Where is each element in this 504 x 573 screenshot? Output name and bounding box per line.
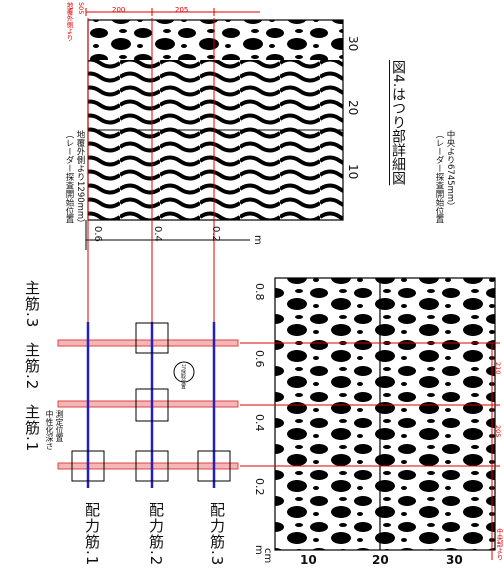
dist-bar-1-label: 配力筋.1 [83, 502, 101, 567]
top-dim-205: 205 [175, 6, 189, 14]
main-bar-2-label: 主筋.2 [23, 342, 41, 391]
note-bottom-line2: 中央より6745mm） [445, 130, 455, 211]
neutral-label-line1: 中性化深さ [45, 410, 54, 450]
top-dim-200: 200 [112, 6, 126, 14]
bottom-radar-image [274, 277, 496, 551]
core-sample-circle [173, 361, 195, 383]
bottom-xtick-08: 0.8 [253, 283, 266, 301]
dist-bar-2-label: 配力筋.2 [147, 502, 165, 567]
top-red-label: 地覆外側より [65, 2, 73, 41]
bottom-red-label: 中央部より [495, 528, 503, 561]
top-radar-image [87, 19, 344, 221]
core-sample-label: ｺｱ採取位置 [180, 364, 186, 390]
bottom-dim-210: 210 [494, 362, 502, 375]
top-y-unit: m [252, 235, 263, 245]
top-xtick-10: 10 [346, 164, 360, 180]
bottom-y-unit: cm [262, 548, 273, 564]
bottom-xtick-02: 0.2 [253, 478, 266, 496]
top-xtick-30: 30 [346, 36, 360, 52]
note-bottom-line1: （レーダー探査開始位置 [434, 130, 444, 224]
bottom-xtick-04: 0.4 [253, 414, 266, 432]
top-ytick-2: 0.2 [210, 226, 221, 242]
bottom-dim-205: 205 [494, 425, 502, 438]
bottom-x-unit: m [253, 545, 264, 555]
bottom-ytick-30: 30 [446, 553, 463, 567]
main-bar-1-label: 主筋.1 [23, 404, 41, 453]
distribution-bars [86, 322, 216, 488]
main-bars [57, 339, 239, 470]
top-ytick-0: 0.6 [92, 226, 103, 242]
bottom-red-guides [240, 342, 500, 560]
measurement-squares [71, 322, 231, 482]
neutral-label-line2: 測定位置 [55, 410, 64, 442]
top-ytick-1: 0.4 [152, 226, 163, 242]
dist-bar-3-label: 配力筋.3 [208, 502, 226, 567]
note-top-line1: （レーダー探査開始位置 [64, 130, 74, 224]
bottom-ytick-20: 20 [372, 553, 389, 567]
top-xtick-20: 20 [346, 100, 360, 116]
bottom-xtick-06: 0.6 [253, 350, 266, 368]
figure-title: 図4.はつり部詳細図 [390, 60, 406, 186]
main-bar-3-label: 主筋.3 [23, 280, 41, 329]
top-dim-505: 505 [77, 2, 85, 15]
bottom-ytick-10: 10 [300, 553, 317, 567]
note-top-line2: 地覆外側より1290mm） [75, 130, 85, 228]
